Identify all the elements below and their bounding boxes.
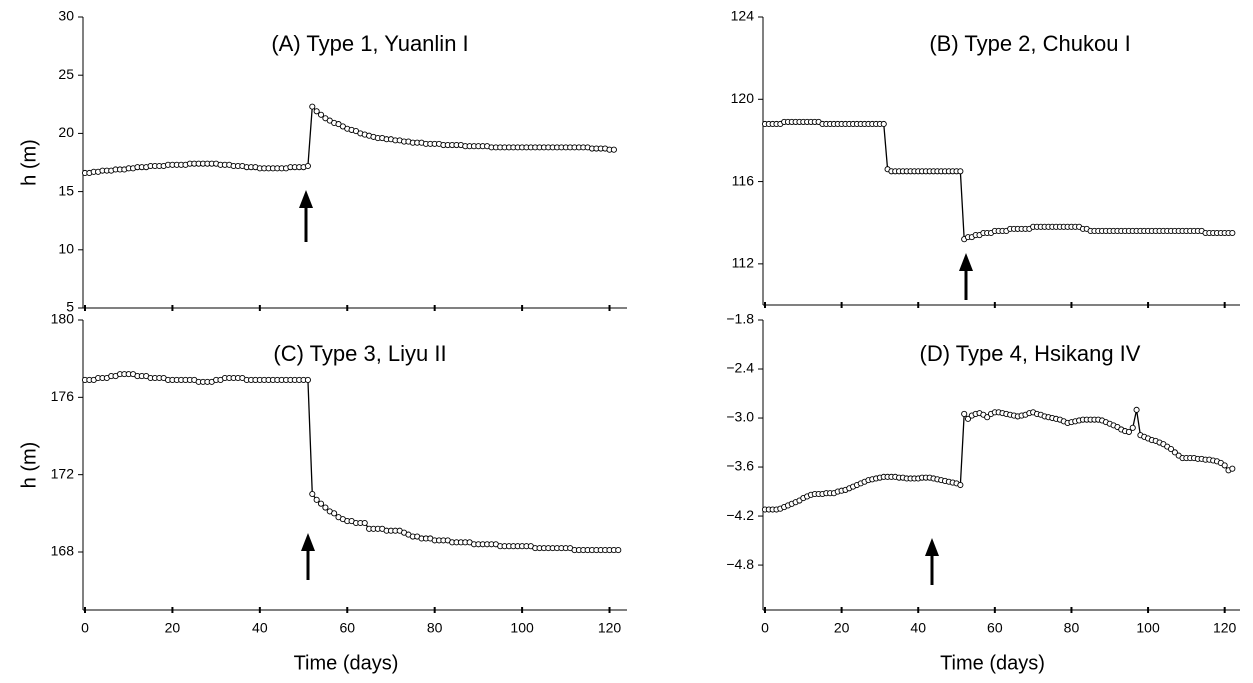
data-point [964, 415, 972, 422]
panel: 112 116 120 124 (B) Type 2, Chukou I [731, 8, 1240, 308]
data-point [304, 162, 311, 170]
arrows [299, 190, 973, 585]
y-tick-label: −1.8 [726, 311, 754, 327]
y-tick-label: −3.6 [726, 458, 754, 474]
y-tick-label: 172 [51, 465, 75, 481]
y-axis-label: h (m) [18, 442, 40, 489]
panel: 5 10 15 20 25 30 (A) Type 1, Yuanlin I h (m) [18, 8, 627, 315]
data-point [610, 146, 617, 153]
y-tick-label: −2.4 [726, 360, 754, 376]
x-tick-label: 20 [165, 620, 181, 636]
y-tick-label: 168 [51, 543, 75, 559]
y-tick-label: 10 [58, 241, 74, 257]
x-tick-label: 100 [1136, 620, 1160, 636]
x-tick-label: 20 [834, 620, 850, 636]
x-axis-label: Time (days) [294, 652, 399, 674]
y-tick-label: 176 [51, 388, 75, 404]
y-tick-label: 180 [51, 311, 75, 327]
x-tick-label: 100 [510, 620, 534, 636]
x-tick-label: 40 [252, 620, 268, 636]
data-point [957, 168, 964, 175]
y-axis-label: h (m) [18, 139, 40, 186]
data-point [322, 504, 329, 511]
data-point [361, 519, 368, 527]
arrow-head [299, 190, 313, 208]
y-tick-label: 124 [731, 8, 755, 24]
data-point [317, 500, 325, 507]
data-point [1133, 406, 1140, 413]
x-tick-label: 60 [987, 620, 1003, 636]
data-point [304, 376, 311, 383]
panel-title: (D) Type 4, Hsikang IV [920, 341, 1141, 366]
panel: −4.8 −4.2 −3.6 −3.0 −2.4 −1.8 0 20 40 60 80 100 120 (… [726, 311, 1240, 674]
data-point [1167, 446, 1175, 453]
x-tick-label: 60 [339, 620, 355, 636]
data-point [615, 547, 622, 554]
data-point [961, 410, 968, 417]
x-tick-label: 0 [761, 620, 769, 636]
y-tick-label: −4.8 [726, 556, 754, 572]
data-point [957, 481, 964, 489]
panel-title: (A) Type 1, Yuanlin I [271, 31, 468, 56]
data-point [331, 510, 338, 517]
y-tick-label: 15 [58, 182, 74, 198]
data-point [1221, 462, 1228, 469]
y-tick-label: 25 [58, 66, 74, 82]
y-tick-label: 120 [731, 90, 755, 106]
x-tick-label: 40 [910, 620, 926, 636]
arrow-head [925, 538, 939, 556]
data-point [317, 111, 325, 118]
data-point [309, 490, 316, 498]
panel-title: (C) Type 3, Liyu II [273, 341, 446, 366]
data-point [1171, 449, 1178, 456]
data-point [313, 108, 320, 115]
arrow-head [301, 533, 315, 551]
data-point [984, 414, 991, 421]
y-tick-label: 30 [58, 8, 74, 24]
y-tick-label: −4.2 [726, 507, 754, 523]
x-axis-label: Time (days) [940, 652, 1045, 674]
x-tick-label: 120 [598, 620, 622, 636]
data-point [309, 103, 316, 110]
x-tick-label: 0 [81, 620, 89, 636]
arrow-head [959, 253, 973, 271]
panel-title: (B) Type 2, Chukou I [929, 31, 1130, 56]
data-point [1125, 428, 1132, 435]
data-point [880, 120, 887, 128]
x-tick-label: 80 [427, 620, 443, 636]
x-tick-label: 120 [1213, 620, 1237, 636]
y-tick-label: −3.0 [726, 409, 754, 425]
data-point [1129, 424, 1136, 431]
x-tick-label: 80 [1064, 620, 1080, 636]
data-point [1229, 229, 1236, 237]
y-tick-label: 116 [732, 172, 755, 188]
y-tick-label: 112 [732, 255, 755, 271]
data-line [765, 121, 1233, 241]
panel: 168 172 176 180 0 20 40 60 80 100 120 (C) Type 3, L… [18, 311, 627, 674]
y-tick-label: 20 [58, 124, 74, 140]
data-point [1229, 465, 1236, 472]
y-tick-label: 5 [66, 299, 74, 315]
data-point [313, 496, 320, 503]
